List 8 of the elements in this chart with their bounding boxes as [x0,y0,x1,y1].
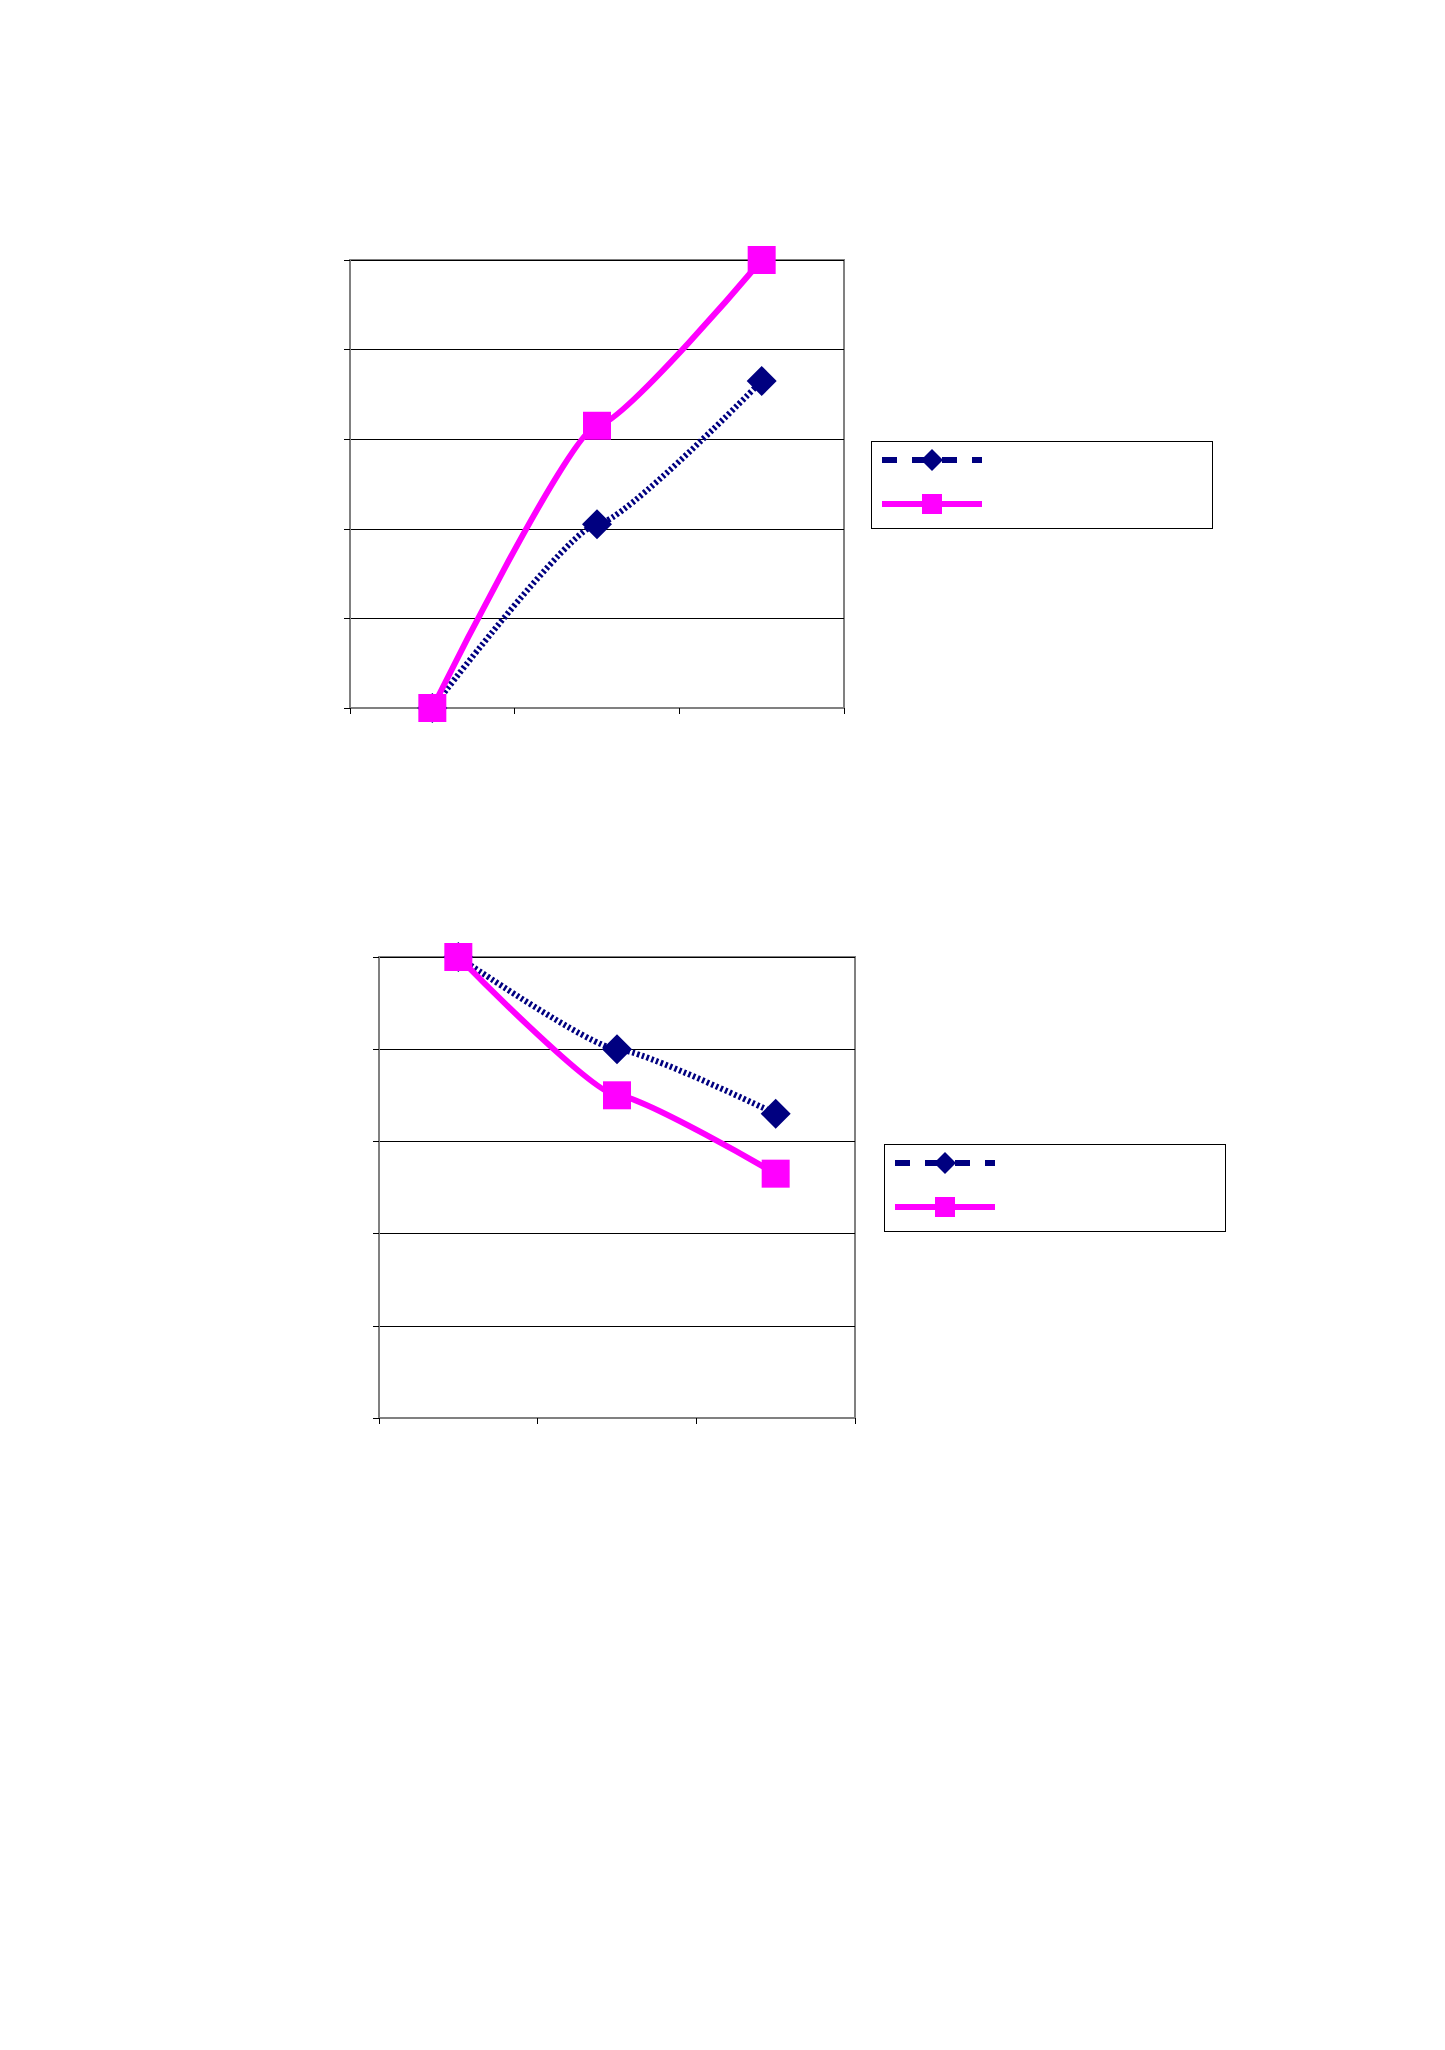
point [746,365,777,396]
point [760,1098,791,1129]
point [761,1159,790,1188]
point [582,509,612,540]
point [602,1034,632,1065]
point [747,246,776,274]
point [603,1081,631,1110]
point [583,411,611,440]
